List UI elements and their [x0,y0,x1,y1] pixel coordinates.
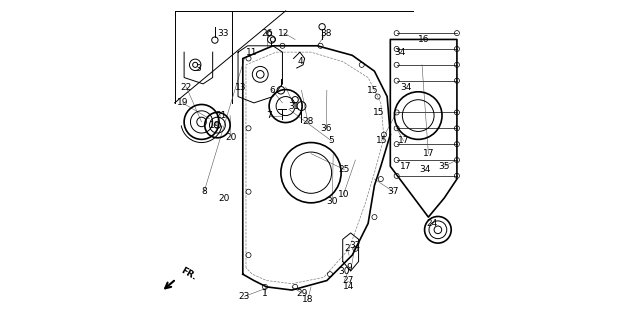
Text: 22: 22 [181,83,192,92]
Text: 15: 15 [367,86,379,95]
Text: 30: 30 [338,267,350,276]
Text: 19: 19 [177,99,188,108]
Text: 27: 27 [343,276,354,285]
Text: 32: 32 [350,241,361,250]
Text: 24: 24 [427,219,438,228]
Text: 30: 30 [327,197,338,206]
Text: 21: 21 [215,111,226,120]
Text: 14: 14 [343,282,354,292]
Text: 7: 7 [266,111,272,120]
Text: FR.: FR. [179,266,198,282]
Text: 8: 8 [202,187,207,196]
Text: 25: 25 [338,165,350,174]
Text: 15: 15 [373,108,384,117]
Text: 34: 34 [419,165,431,174]
Text: 35: 35 [439,162,450,171]
Text: 4: 4 [297,57,303,66]
Text: 34: 34 [395,48,406,57]
Text: 36: 36 [320,124,332,133]
Text: 6: 6 [269,86,275,95]
Text: 17: 17 [422,149,434,158]
Text: 17: 17 [398,136,409,146]
Text: 26: 26 [261,28,272,38]
Text: 38: 38 [320,28,332,38]
Text: 15: 15 [376,136,387,146]
Text: 18: 18 [302,295,313,304]
Text: 3: 3 [195,63,202,73]
Text: 20: 20 [225,133,237,142]
Text: 16: 16 [418,35,429,44]
Text: 29: 29 [297,289,308,298]
Text: 9: 9 [347,263,353,272]
Text: 31: 31 [289,101,300,111]
Text: 17: 17 [401,162,412,171]
Text: 1: 1 [262,289,268,298]
Text: 28: 28 [302,117,313,126]
Text: 20: 20 [218,194,230,203]
Text: 23: 23 [239,292,250,301]
Text: 33: 33 [217,28,229,38]
Text: 13: 13 [235,83,246,92]
Text: 10: 10 [338,190,349,199]
Text: 11: 11 [246,48,257,57]
Text: 34: 34 [401,83,412,92]
Text: 2: 2 [345,244,350,253]
Text: 19: 19 [210,121,221,130]
Text: 12: 12 [279,28,290,38]
Text: 37: 37 [388,187,399,196]
Text: 5: 5 [329,136,335,146]
